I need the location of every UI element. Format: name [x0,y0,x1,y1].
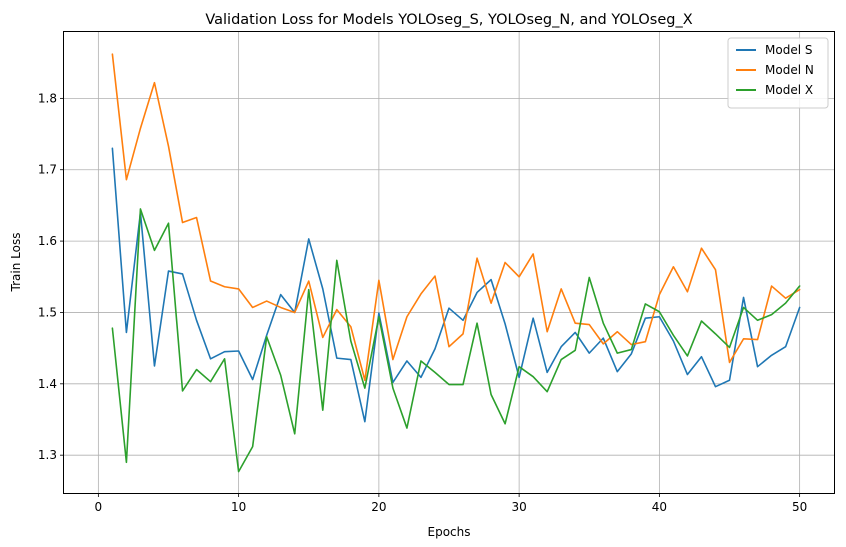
chart-title: Validation Loss for Models YOLOseg_S, YO… [205,12,692,28]
grid [64,32,834,493]
legend-label: Model X [765,83,813,97]
legend-label: Model N [765,63,814,77]
series-line-2 [111,53,801,382]
x-tick-label: 30 [511,500,526,514]
x-tick-label: 50 [792,500,807,514]
y-tick-label: 1.3 [38,448,57,462]
y-axis-label: Train Loss [9,233,23,293]
x-tick-label: 20 [371,500,386,514]
axis-ticks: 0 10 20 30 40 50 1.3 1.4 1.5 1.6 1.7 1.8 [38,91,807,514]
x-tick-label: 0 [95,500,103,514]
series-line-1 [111,147,801,423]
y-tick-label: 1.8 [38,91,57,105]
x-tick-label: 10 [231,500,246,514]
legend-label: Model S [765,43,812,57]
y-tick-label: 1.4 [38,377,57,391]
y-tick-label: 1.7 [38,163,57,177]
legend: Model S Model N Model X [727,37,829,109]
series-lines [111,53,801,473]
series-line-3 [111,208,801,473]
x-tick-label: 40 [652,500,667,514]
y-tick-label: 1.6 [38,234,57,248]
y-tick-label: 1.5 [38,305,57,319]
x-axis-label: Epochs [428,525,471,539]
plot-frame [63,31,835,494]
